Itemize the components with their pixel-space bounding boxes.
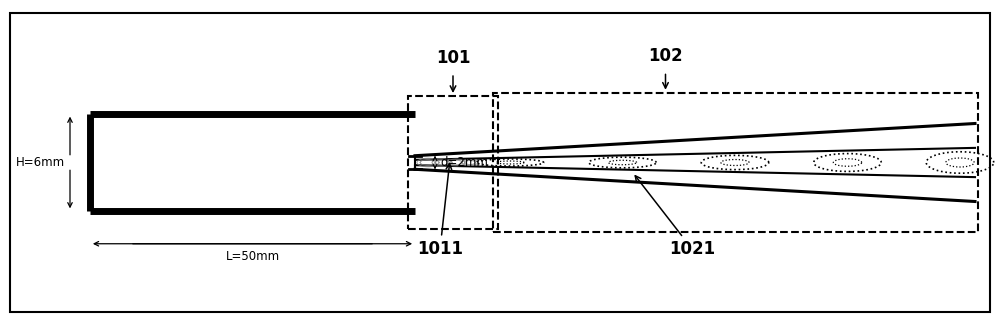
- Bar: [493, 93, 978, 232]
- Text: 101: 101: [436, 49, 470, 67]
- Text: H=6mm: H=6mm: [16, 156, 65, 169]
- Text: 102: 102: [648, 47, 683, 65]
- Text: d=2mm: d=2mm: [440, 156, 488, 169]
- Bar: [408, 96, 498, 229]
- Text: 1021: 1021: [635, 176, 716, 258]
- Text: L=50mm: L=50mm: [225, 250, 280, 263]
- Text: 1011: 1011: [417, 164, 463, 258]
